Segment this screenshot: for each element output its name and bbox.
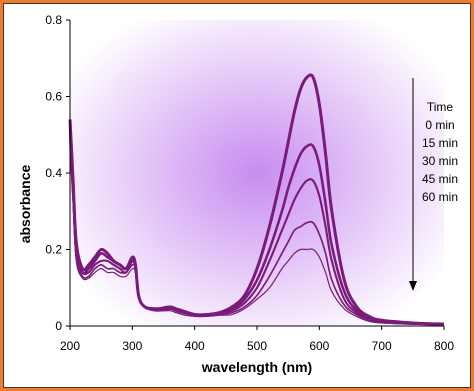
legend-entry: 15 min	[422, 136, 458, 150]
chart-panel: 200 300 400 500 600 700 800 0 0.2 0.4 0.6 0.8 wavel…	[3, 3, 471, 388]
x-tick-label: 300	[122, 339, 142, 353]
legend: Time 0 min 15 min 30 min 45 min 60 min	[409, 78, 458, 291]
x-tick-label: 800	[434, 339, 454, 353]
y-tick-label: 0	[55, 319, 62, 333]
absorbance-chart: 200 300 400 500 600 700 800 0 0.2 0.4 0.6 0.8 wavel…	[17, 13, 458, 375]
plot-background	[70, 20, 444, 326]
y-tick-label: 0.2	[45, 243, 62, 257]
legend-entry: 0 min	[425, 118, 454, 132]
y-tick-label: 0.4	[45, 166, 62, 180]
legend-title: Time	[427, 100, 454, 114]
spectrum-line	[69, 150, 445, 326]
series-layer	[68, 73, 445, 326]
legend-entry: 30 min	[422, 154, 458, 168]
x-tick-label: 700	[372, 339, 392, 353]
y-tick-label: 0.6	[45, 90, 62, 104]
tick-layer: 200 300 400 500 600 700 800 0 0.2 0.4 0.6 0.8	[45, 13, 454, 353]
x-tick-label: 400	[185, 339, 205, 353]
legend-entry: 45 min	[422, 172, 458, 186]
x-tick-label: 600	[309, 339, 329, 353]
legend-entry: 60 min	[422, 190, 458, 204]
x-tick-label: 500	[247, 339, 267, 353]
x-axis-title: wavelength (nm)	[201, 359, 312, 375]
y-tick-label: 0.8	[45, 13, 62, 27]
spectrum-line	[69, 142, 445, 326]
y-axis-title: absorbance	[17, 164, 33, 243]
x-tick-label: 200	[60, 339, 80, 353]
time-arrow-head	[409, 281, 417, 291]
